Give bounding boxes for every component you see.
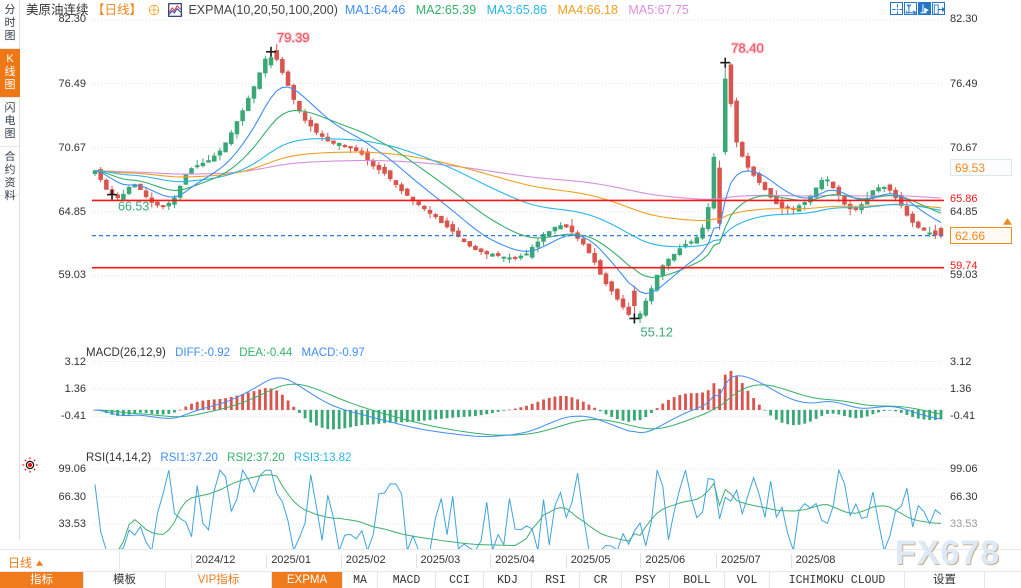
svg-text:79.39: 79.39	[277, 30, 310, 45]
svg-text:66.53: 66.53	[118, 200, 149, 214]
svg-text:55.12: 55.12	[640, 325, 673, 340]
svg-text:78.40: 78.40	[731, 41, 764, 56]
